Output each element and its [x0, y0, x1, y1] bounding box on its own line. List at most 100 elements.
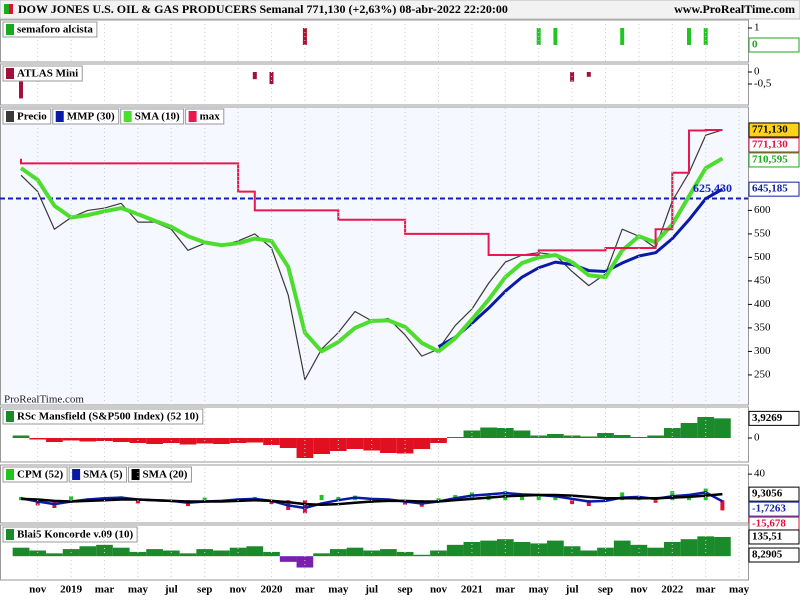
x-tick-label: may	[729, 584, 750, 596]
bar	[96, 544, 113, 557]
value-box-label: 0	[752, 39, 758, 51]
bar	[246, 438, 264, 443]
bar	[279, 438, 297, 448]
value-box	[748, 410, 800, 426]
y-tick-label: 350	[754, 321, 771, 333]
x-tick-label: mar	[295, 584, 315, 596]
header-title: DOW JONES U.S. OIL & GAS PRODUCERS Seman…	[18, 2, 508, 16]
value-box	[748, 547, 800, 563]
bar	[553, 496, 558, 501]
bar	[213, 438, 230, 444]
bar	[630, 544, 648, 557]
bar	[62, 438, 80, 441]
bar	[46, 438, 63, 442]
bar	[129, 551, 147, 557]
bar	[513, 430, 531, 438]
bar	[279, 556, 297, 562]
x-tick-label: mar	[696, 584, 716, 596]
bar	[396, 438, 414, 454]
bar	[563, 546, 581, 557]
series-line	[20, 492, 723, 507]
bar	[547, 434, 564, 438]
y-tick-label: 0	[754, 432, 760, 444]
bar	[446, 437, 464, 438]
bar	[663, 542, 681, 557]
bar	[396, 551, 414, 557]
bar	[213, 550, 230, 557]
value-box-label: 9,3056	[752, 488, 783, 500]
value-box	[748, 501, 800, 517]
y-tick-label: 1	[754, 22, 760, 34]
header-icon	[9, 4, 13, 14]
legend-label: RSc Mansfield (S&P500 Index) (52 10)	[17, 411, 199, 423]
bar	[547, 540, 564, 557]
bar	[680, 423, 698, 438]
value-box	[748, 37, 800, 53]
x-tick-label: sep	[197, 584, 212, 596]
bar	[363, 550, 381, 557]
value-box	[748, 486, 800, 502]
bar	[179, 553, 197, 557]
bar	[647, 435, 664, 438]
x-tick-label: 2022	[661, 584, 684, 596]
bar	[720, 500, 725, 511]
header-icon	[4, 4, 13, 14]
bar	[553, 27, 558, 45]
legend-box	[120, 108, 185, 125]
bar	[586, 71, 591, 77]
x-tick-label: nov	[630, 584, 648, 596]
bar	[480, 540, 497, 557]
bar	[29, 438, 47, 440]
bar	[269, 500, 274, 505]
legend-label: ATLAS Mini	[17, 68, 78, 80]
bar	[19, 71, 23, 99]
bar	[613, 540, 631, 557]
bar	[46, 553, 63, 557]
x-tick-label: 2020	[261, 584, 284, 596]
legend-box	[2, 65, 83, 82]
legend-box	[2, 466, 68, 483]
panel-content	[12, 536, 731, 568]
legend-swatch	[6, 469, 14, 480]
legend-swatch	[6, 68, 14, 79]
bar	[513, 542, 531, 557]
legend-box	[52, 108, 120, 125]
legend-box	[2, 21, 98, 38]
x-tick-label: nov	[430, 584, 448, 596]
legend-box	[2, 408, 204, 425]
legend-label: SMA (20)	[143, 469, 188, 481]
x-tick-label: sep	[397, 584, 412, 596]
y-tick-label: 450	[754, 274, 771, 286]
value-box-label: -15,678	[752, 518, 786, 530]
legend-box	[2, 526, 138, 543]
panel	[0, 106, 749, 406]
legend-swatch	[6, 529, 14, 540]
bar	[112, 438, 130, 442]
value-box	[748, 137, 800, 153]
bar	[79, 438, 97, 442]
legend-box	[2, 108, 52, 125]
bar	[430, 550, 447, 557]
bar	[496, 539, 514, 557]
bar	[96, 438, 113, 441]
legend-label: max	[200, 111, 221, 123]
bar	[269, 71, 274, 84]
legend-box	[68, 466, 128, 483]
bar	[680, 539, 698, 557]
legend-swatch	[6, 24, 14, 35]
bar	[346, 547, 364, 557]
legend-label: CPM (52)	[17, 469, 63, 481]
bar	[630, 437, 648, 438]
legend-swatch	[6, 111, 14, 122]
bar	[29, 550, 47, 557]
bar	[480, 427, 497, 438]
bar	[714, 418, 731, 438]
x-tick-label: mar	[95, 584, 115, 596]
bar	[536, 494, 541, 501]
value-box-label: 710,595	[752, 154, 788, 166]
bar	[380, 438, 397, 453]
bar	[313, 438, 330, 454]
panel	[0, 19, 749, 63]
x-tick-label: may	[529, 584, 550, 596]
bar	[246, 546, 264, 557]
